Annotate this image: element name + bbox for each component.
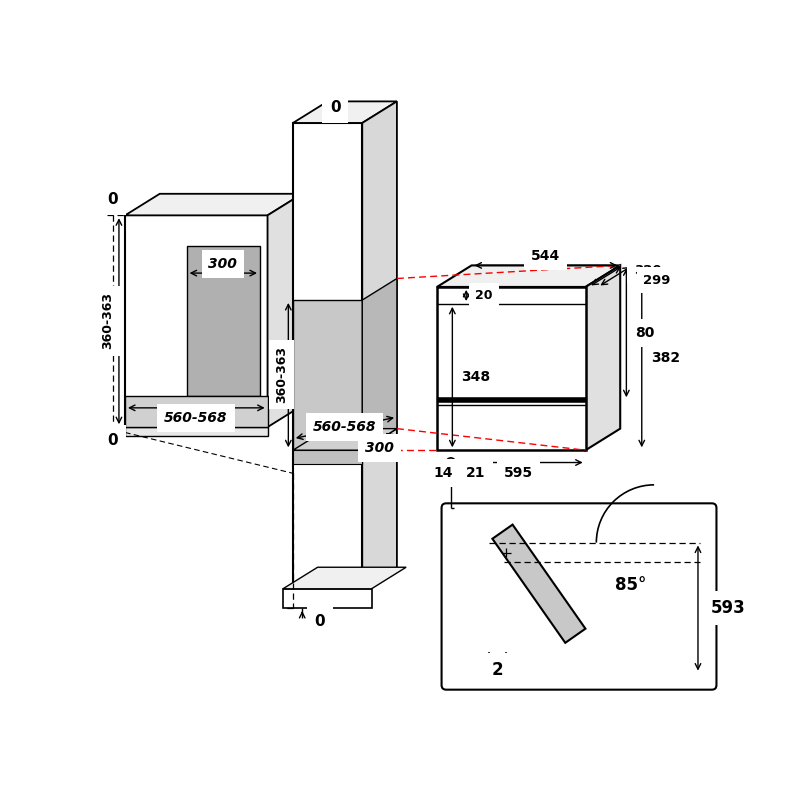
Text: 320: 320 [634,263,662,277]
Text: 360-363: 360-363 [102,292,114,350]
Polygon shape [492,525,586,643]
Text: 14: 14 [434,466,453,480]
Text: 300: 300 [209,257,238,271]
Text: 560-568: 560-568 [164,411,228,425]
Circle shape [446,458,455,467]
Text: 299: 299 [643,274,670,286]
Text: 2: 2 [491,662,503,679]
Text: 0: 0 [107,433,118,448]
Text: 21: 21 [466,466,486,480]
Polygon shape [362,278,397,450]
Polygon shape [125,396,267,427]
Text: 595: 595 [504,466,533,480]
Text: 348: 348 [462,370,490,384]
Polygon shape [293,300,362,450]
Text: 0: 0 [330,100,341,115]
Polygon shape [362,102,397,589]
Text: 593: 593 [710,599,745,617]
Polygon shape [283,567,406,589]
Text: 0: 0 [314,614,326,629]
Polygon shape [437,266,620,287]
Text: 80: 80 [636,326,655,340]
Polygon shape [293,429,397,450]
Text: 300: 300 [365,441,394,455]
Text: 0: 0 [107,193,118,207]
Polygon shape [586,266,620,450]
FancyBboxPatch shape [442,503,717,690]
Polygon shape [186,246,260,396]
Text: 544: 544 [531,249,561,263]
Text: 20: 20 [475,289,493,302]
Text: 382: 382 [651,350,680,365]
Text: 360-363: 360-363 [275,346,288,403]
Polygon shape [437,287,586,450]
Polygon shape [293,102,397,123]
Polygon shape [125,194,302,215]
Polygon shape [125,215,267,427]
Text: 85°: 85° [615,576,646,594]
Polygon shape [267,194,302,427]
Polygon shape [283,589,371,608]
Polygon shape [125,427,267,436]
Polygon shape [293,450,362,464]
Text: 560-568: 560-568 [313,420,376,434]
Polygon shape [293,123,362,589]
